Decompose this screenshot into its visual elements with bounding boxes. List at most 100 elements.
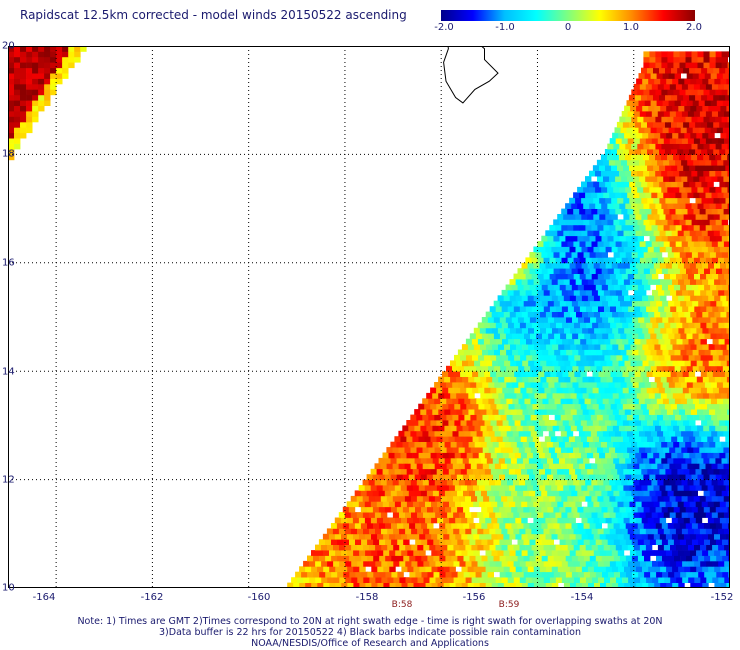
wind-cell bbox=[664, 577, 671, 583]
wind-cell bbox=[680, 555, 687, 562]
wind-cell bbox=[584, 365, 591, 372]
wind-cell bbox=[635, 533, 643, 540]
wind-cell bbox=[603, 289, 611, 296]
wind-cell bbox=[665, 262, 673, 269]
wind-cell bbox=[458, 414, 465, 421]
wind-cell bbox=[592, 306, 599, 312]
wind-cell bbox=[464, 382, 471, 388]
wind-cell bbox=[652, 322, 659, 329]
wind-cell bbox=[32, 73, 39, 79]
wind-cell bbox=[513, 512, 520, 518]
wind-cell bbox=[513, 528, 520, 535]
wind-cell bbox=[672, 566, 679, 573]
wind-cell bbox=[613, 143, 620, 150]
wind-cell bbox=[565, 490, 572, 497]
wind-cell bbox=[561, 241, 568, 247]
wind-cell bbox=[697, 116, 704, 123]
wind-cell bbox=[635, 214, 642, 220]
wind-cell bbox=[710, 349, 717, 356]
wind-cell bbox=[566, 317, 573, 323]
wind-cell bbox=[632, 300, 639, 307]
wind-cell bbox=[592, 165, 600, 171]
wind-cell bbox=[313, 571, 320, 578]
wind-cell bbox=[640, 354, 647, 361]
wind-cell bbox=[611, 214, 618, 220]
wind-cell bbox=[552, 409, 559, 415]
wind-cell bbox=[490, 371, 497, 377]
wind-cell bbox=[545, 262, 552, 269]
wind-cell bbox=[694, 544, 701, 551]
wind-cell bbox=[638, 300, 645, 307]
wind-cell bbox=[601, 170, 608, 177]
wind-cell bbox=[481, 555, 488, 562]
wind-cell bbox=[613, 203, 620, 209]
wind-cell bbox=[461, 501, 468, 508]
wind-cell bbox=[624, 327, 631, 334]
wind-cell bbox=[623, 262, 631, 269]
wind-cell bbox=[705, 159, 712, 166]
wind-cell bbox=[641, 279, 649, 285]
wind-cell bbox=[410, 479, 418, 486]
wind-cell bbox=[718, 544, 725, 551]
wind-cell bbox=[602, 571, 609, 578]
wind-cell bbox=[715, 523, 723, 529]
wind-cell bbox=[520, 436, 528, 442]
wind-cell bbox=[561, 224, 568, 231]
wind-cell bbox=[344, 512, 352, 518]
wind-cell bbox=[673, 506, 681, 513]
wind-cell bbox=[639, 512, 646, 518]
wind-cell bbox=[517, 571, 525, 578]
wind-cell bbox=[419, 566, 426, 573]
wind-cell bbox=[353, 533, 360, 540]
wind-cell bbox=[726, 295, 730, 302]
wind-cell bbox=[333, 544, 340, 551]
wind-cell bbox=[656, 100, 663, 106]
wind-cell bbox=[725, 436, 730, 442]
wind-cell bbox=[509, 533, 516, 540]
wind-cell bbox=[608, 414, 616, 421]
wind-cell bbox=[663, 463, 670, 470]
wind-cell bbox=[363, 560, 370, 567]
wind-cell bbox=[708, 295, 715, 302]
wind-cell bbox=[634, 121, 642, 128]
wind-cell bbox=[544, 452, 552, 459]
wind-cell bbox=[721, 89, 728, 96]
wind-cell bbox=[537, 322, 545, 329]
wind-cell bbox=[667, 143, 674, 150]
wind-cell bbox=[725, 181, 730, 188]
wind-cell bbox=[414, 409, 421, 415]
wind-cell bbox=[643, 252, 651, 258]
wind-cell bbox=[398, 463, 405, 470]
wind-cell bbox=[517, 317, 525, 323]
wind-cell bbox=[484, 420, 491, 426]
wind-cell bbox=[354, 490, 362, 497]
wind-cell bbox=[669, 241, 677, 247]
wind-cell bbox=[603, 560, 611, 567]
wind-cell bbox=[456, 392, 463, 399]
wind-cell bbox=[661, 186, 668, 193]
wind-cell bbox=[593, 501, 600, 508]
wind-cell bbox=[531, 479, 538, 486]
wind-cell bbox=[577, 555, 585, 562]
wind-cell bbox=[583, 186, 590, 193]
wind-cell bbox=[651, 463, 658, 470]
wind-cell bbox=[327, 560, 334, 567]
wind-cell bbox=[724, 354, 730, 361]
wind-cell bbox=[693, 463, 700, 470]
wind-cell bbox=[391, 571, 398, 578]
wind-cell bbox=[703, 170, 710, 177]
wind-cell bbox=[8, 62, 15, 69]
wind-cell bbox=[585, 192, 592, 199]
wind-cell bbox=[532, 354, 539, 361]
wind-cell bbox=[412, 436, 419, 442]
wind-cell bbox=[434, 479, 442, 486]
wind-cell bbox=[717, 398, 724, 405]
wind-cell bbox=[516, 441, 524, 448]
wind-cell bbox=[619, 539, 627, 545]
wind-cell bbox=[450, 490, 458, 497]
wind-cell bbox=[541, 284, 549, 291]
wind-cell bbox=[700, 273, 707, 280]
wind-cell bbox=[713, 517, 721, 524]
wind-cell bbox=[460, 468, 468, 475]
wind-cell bbox=[521, 550, 528, 556]
